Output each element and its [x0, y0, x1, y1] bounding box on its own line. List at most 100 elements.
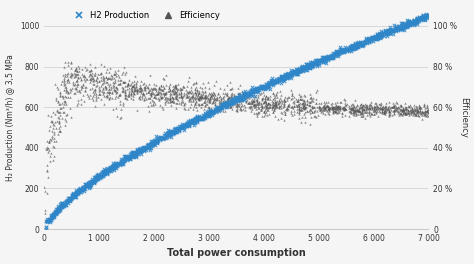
- Efficiency: [177, 90, 185, 94]
- Efficiency: [60, 98, 68, 103]
- H2 Production: [73, 191, 80, 195]
- H2 Production: [396, 27, 403, 31]
- H2 Production: [86, 183, 93, 187]
- H2 Production: [79, 186, 86, 191]
- Efficiency: [413, 105, 420, 109]
- H2 Production: [81, 187, 88, 191]
- Efficiency: [358, 108, 365, 112]
- Efficiency: [356, 105, 363, 110]
- Efficiency: [47, 150, 55, 155]
- H2 Production: [65, 197, 73, 201]
- Efficiency: [161, 92, 169, 96]
- Efficiency: [195, 98, 203, 102]
- Efficiency: [420, 112, 428, 116]
- H2 Production: [260, 86, 267, 90]
- Efficiency: [88, 73, 95, 77]
- Efficiency: [166, 91, 173, 95]
- H2 Production: [125, 153, 133, 158]
- Efficiency: [217, 108, 225, 112]
- H2 Production: [232, 95, 239, 99]
- Efficiency: [264, 95, 272, 100]
- H2 Production: [95, 175, 102, 179]
- H2 Production: [356, 42, 364, 46]
- Efficiency: [172, 86, 180, 90]
- Efficiency: [342, 107, 349, 111]
- Efficiency: [271, 103, 278, 107]
- H2 Production: [159, 137, 166, 141]
- H2 Production: [184, 123, 191, 127]
- Efficiency: [221, 91, 229, 95]
- Efficiency: [329, 105, 337, 110]
- Efficiency: [264, 101, 271, 105]
- H2 Production: [322, 60, 330, 65]
- Efficiency: [372, 105, 379, 110]
- Efficiency: [173, 85, 180, 89]
- H2 Production: [378, 32, 386, 36]
- Efficiency: [56, 110, 64, 114]
- Efficiency: [111, 78, 119, 83]
- Efficiency: [192, 81, 200, 86]
- Efficiency: [158, 105, 166, 109]
- Efficiency: [186, 97, 194, 101]
- Efficiency: [178, 91, 185, 96]
- Efficiency: [182, 107, 189, 111]
- Efficiency: [101, 84, 109, 88]
- Efficiency: [356, 103, 363, 107]
- H2 Production: [399, 21, 406, 25]
- H2 Production: [51, 211, 59, 215]
- Efficiency: [365, 103, 373, 107]
- Efficiency: [201, 90, 209, 95]
- H2 Production: [147, 146, 155, 150]
- Efficiency: [106, 76, 114, 80]
- Efficiency: [74, 76, 82, 80]
- H2 Production: [228, 98, 236, 102]
- Efficiency: [237, 83, 244, 87]
- Efficiency: [221, 100, 228, 104]
- H2 Production: [169, 132, 176, 136]
- Efficiency: [114, 95, 121, 99]
- Efficiency: [250, 103, 258, 107]
- Efficiency: [101, 85, 109, 89]
- Efficiency: [363, 110, 371, 114]
- Efficiency: [209, 100, 217, 104]
- Efficiency: [404, 108, 411, 112]
- Efficiency: [284, 103, 292, 107]
- H2 Production: [293, 72, 301, 76]
- Efficiency: [397, 111, 405, 115]
- Efficiency: [96, 79, 103, 83]
- Efficiency: [345, 105, 353, 110]
- H2 Production: [84, 182, 91, 187]
- Efficiency: [106, 96, 113, 101]
- H2 Production: [405, 21, 413, 25]
- Efficiency: [246, 104, 254, 109]
- Efficiency: [235, 97, 242, 101]
- H2 Production: [184, 119, 192, 123]
- Efficiency: [165, 86, 173, 90]
- H2 Production: [213, 106, 220, 110]
- Efficiency: [43, 163, 51, 167]
- Efficiency: [398, 109, 406, 113]
- H2 Production: [63, 199, 70, 203]
- Efficiency: [145, 104, 152, 108]
- Efficiency: [383, 108, 391, 112]
- Efficiency: [405, 105, 412, 109]
- H2 Production: [326, 55, 333, 59]
- Efficiency: [296, 92, 303, 96]
- H2 Production: [333, 49, 341, 53]
- Efficiency: [333, 104, 341, 108]
- H2 Production: [217, 103, 225, 107]
- H2 Production: [114, 161, 121, 165]
- Efficiency: [283, 96, 291, 100]
- H2 Production: [295, 68, 303, 72]
- Efficiency: [164, 98, 171, 102]
- Efficiency: [170, 84, 177, 89]
- Efficiency: [272, 99, 280, 103]
- H2 Production: [190, 118, 197, 122]
- Efficiency: [167, 99, 175, 103]
- H2 Production: [269, 80, 276, 84]
- Efficiency: [61, 74, 69, 78]
- Efficiency: [177, 95, 185, 99]
- H2 Production: [423, 12, 431, 17]
- H2 Production: [154, 137, 161, 141]
- Efficiency: [228, 91, 236, 95]
